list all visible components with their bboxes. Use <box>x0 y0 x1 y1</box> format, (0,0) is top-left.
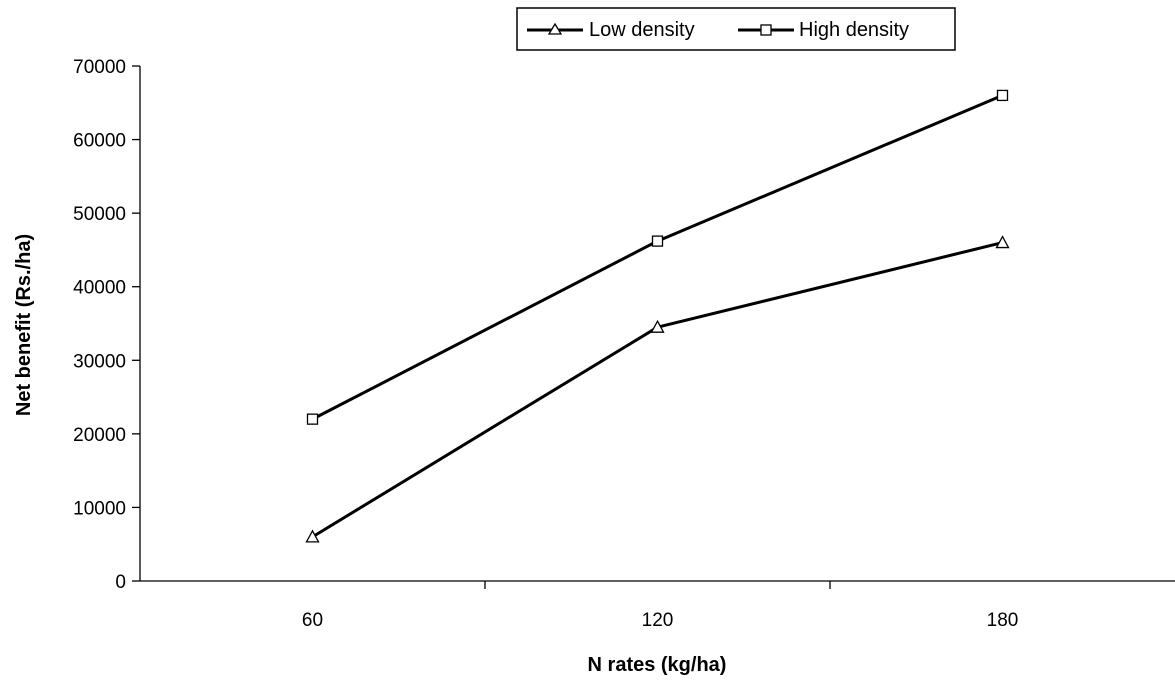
legend-marker-high-density <box>760 24 772 36</box>
series-line <box>311 94 1004 421</box>
legend-item-high-density: High density <box>738 19 909 41</box>
y-tick-label: 40000 <box>73 278 126 299</box>
series-low-density <box>305 235 1010 543</box>
x-tick-label: 120 <box>642 610 674 631</box>
axes: 0 10000 20000 30000 40000 50000 60000 70000 60 12… <box>73 57 1175 631</box>
series-high-density <box>306 89 1009 425</box>
x-tick-label: 180 <box>987 610 1019 631</box>
y-tick-label: 20000 <box>73 425 126 446</box>
legend-item-low-density: Low density <box>527 19 695 41</box>
y-tick-label: 0 <box>115 572 126 593</box>
y-tick-label: 60000 <box>73 131 126 152</box>
legend-box <box>516 7 956 51</box>
y-tick-label: 70000 <box>73 57 126 78</box>
y-tick-label: 10000 <box>73 498 126 519</box>
legend-label-low-density: Low density <box>589 19 695 41</box>
data-point <box>651 235 664 247</box>
legend: Low density High density <box>516 7 956 51</box>
data-point <box>306 413 319 425</box>
data-point <box>996 89 1009 102</box>
data-point <box>995 235 1010 249</box>
data-point <box>305 529 320 543</box>
y-axis-title: Net benefit (Rs./ha) <box>13 234 35 416</box>
series-line <box>311 241 1003 539</box>
y-tick-label: 30000 <box>73 351 126 372</box>
legend-label-high-density: High density <box>799 19 909 41</box>
data-point <box>650 319 665 333</box>
x-tick-label: 60 <box>302 610 323 631</box>
y-tick-label: 50000 <box>73 204 126 225</box>
legend-marker-low-density <box>547 22 563 35</box>
series-group <box>305 89 1010 543</box>
x-axis-title: N rates (kg/ha) <box>588 654 727 676</box>
